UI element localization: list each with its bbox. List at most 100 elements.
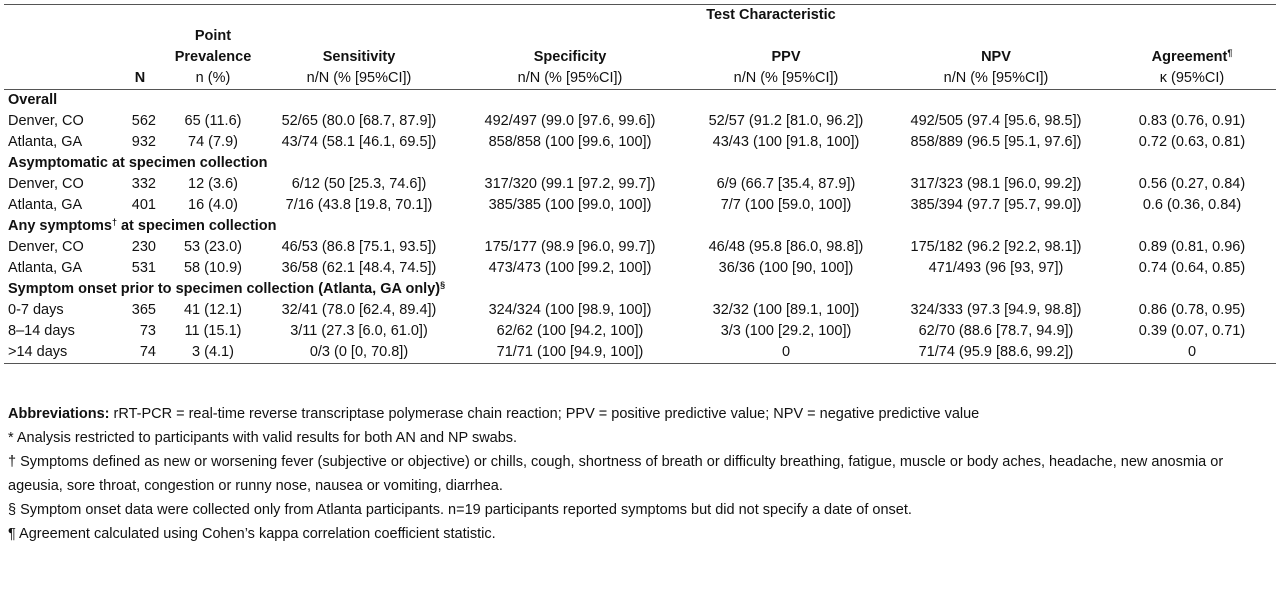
specificity-subheader: n/N (% [95%CI]) — [452, 68, 688, 90]
row-label: 0-7 days — [8, 302, 64, 318]
cell-sensitivity: 3/11 (27.3 [6.0, 61.0]) — [290, 323, 428, 339]
point-prevalence-header-line2: Prevalence — [174, 49, 252, 65]
cell-agreement: 0.56 (0.27, 0.84) — [1138, 176, 1246, 192]
specificity-header: Specificity — [533, 49, 607, 65]
header-row-1: Test Characteristic — [4, 5, 1276, 26]
agreement-subheader: κ (95%CI) — [1108, 68, 1276, 90]
group-label: Overall — [8, 92, 58, 108]
cell-ppv: 7/7 (100 [59.0, 100]) — [720, 197, 852, 213]
cell-prevalence: 58 (10.9) — [183, 260, 243, 276]
footnotes: Abbreviations: rRT-PCR = real-time rever… — [4, 402, 1268, 546]
cell-prevalence: 16 (4.0) — [188, 197, 238, 213]
cell-npv: 492/505 (97.4 [95.6, 98.5]) — [910, 113, 1082, 129]
cell-prevalence: 53 (23.0) — [183, 239, 243, 255]
cell-specificity: 385/385 (100 [99.0, 100]) — [488, 197, 652, 213]
cell-specificity: 492/497 (99.0 [97.6, 99.6]) — [484, 113, 656, 129]
top-rule — [4, 4, 1276, 5]
npv-header: NPV — [981, 49, 1011, 65]
cell-npv: 317/323 (98.1 [96.0, 99.2]) — [910, 176, 1082, 192]
cell-npv: 324/333 (97.3 [94.9, 98.8]) — [910, 302, 1082, 318]
cell-npv: 71/74 (95.9 [88.6, 99.2]) — [884, 342, 1108, 364]
footnote-pilcrow: ¶ Agreement calculated using Cohen’s kap… — [8, 526, 496, 542]
abbreviations-note: Abbreviations: rRT-PCR = real-time rever… — [8, 406, 980, 422]
cell-ppv: 46/48 (95.8 [86.0, 98.8]) — [708, 239, 864, 255]
cell-n: 365 — [131, 302, 156, 318]
cell-agreement: 0.6 (0.36, 0.84) — [1142, 197, 1242, 213]
row-label: Denver, CO — [8, 239, 84, 255]
cell-n: 73 — [139, 323, 156, 339]
agreement-header: Agreement¶ — [1151, 48, 1233, 66]
footnote-section: § Symptom onset data were collected only… — [8, 502, 912, 518]
table-row: 0-7 days 365 41 (12.1) 32/41 (78.0 [62.4, 8… — [4, 300, 1276, 321]
cell-npv: 385/394 (97.7 [95.7, 99.0]) — [910, 197, 1082, 213]
cell-npv: 62/70 (88.6 [78.7, 94.9]) — [918, 323, 1074, 339]
cell-agreement: 0.74 (0.64, 0.85) — [1138, 260, 1246, 276]
table-row: Atlanta, GA 401 16 (4.0) 7/16 (43.8 [19.8, … — [4, 195, 1276, 216]
group-label: Symptom onset prior to specimen collecti… — [8, 280, 446, 298]
cell-ppv: 43/43 (100 [91.8, 100]) — [712, 134, 860, 150]
cell-specificity: 473/473 (100 [99.2, 100]) — [488, 260, 652, 276]
row-label: Atlanta, GA — [8, 134, 83, 150]
table-row: >14 days 74 3 (4.1) 0/3 (0 [0, 70.8]) 71/71 … — [4, 342, 1276, 364]
header-row-2: Point — [4, 26, 1276, 47]
point-prevalence-subheader: n (%) — [160, 68, 266, 90]
cell-n: 401 — [131, 197, 156, 213]
test-characteristic-header: Test Characteristic — [706, 7, 836, 23]
sensitivity-header: Sensitivity — [322, 49, 396, 65]
footnote-dagger: † Symptoms defined as new or worsening f… — [8, 454, 1224, 494]
sensitivity-subheader: n/N (% [95%CI]) — [266, 68, 452, 90]
cell-n: 531 — [131, 260, 156, 276]
cell-specificity: 317/320 (99.1 [97.2, 99.7]) — [484, 176, 656, 192]
npv-subheader: n/N (% [95%CI]) — [884, 68, 1108, 90]
cell-n: 74 — [120, 342, 160, 364]
cell-agreement: 0.86 (0.78, 0.95) — [1138, 302, 1246, 318]
cell-sensitivity: 52/65 (80.0 [68.7, 87.9]) — [281, 113, 437, 129]
cell-sensitivity: 36/58 (62.1 [48.4, 74.5]) — [281, 260, 437, 276]
table-row: 8–14 days 73 11 (15.1) 3/11 (27.3 [6.0, 61.… — [4, 321, 1276, 342]
n-header: N — [120, 68, 160, 90]
cell-agreement: 0 — [1108, 342, 1276, 364]
table-row: Atlanta, GA 531 58 (10.9) 36/58 (62.1 [48.4… — [4, 258, 1276, 279]
group-symptom-onset: Symptom onset prior to specimen collecti… — [4, 279, 1276, 300]
cell-n: 230 — [131, 239, 156, 255]
cell-ppv: 6/9 (66.7 [35.4, 87.9]) — [716, 176, 856, 192]
results-table: Test Characteristic Point Prevalence Sen… — [4, 4, 1276, 364]
cell-n: 332 — [131, 176, 156, 192]
cell-sensitivity: 43/74 (58.1 [46.1, 69.5]) — [281, 134, 437, 150]
group-any-symptoms: Any symptoms† at specimen collection — [4, 216, 1276, 237]
cell-npv: 471/493 (96 [93, 97]) — [928, 260, 1064, 276]
cell-agreement: 0.72 (0.63, 0.81) — [1138, 134, 1246, 150]
cell-npv: 175/182 (96.2 [92.2, 98.1]) — [910, 239, 1082, 255]
cell-sensitivity: 6/12 (50 [25.3, 74.6]) — [291, 176, 427, 192]
cell-npv: 858/889 (96.5 [95.1, 97.6]) — [910, 134, 1082, 150]
cell-sensitivity: 0/3 (0 [0, 70.8]) — [266, 342, 452, 364]
cell-ppv: 3/3 (100 [29.2, 100]) — [720, 323, 852, 339]
cell-n: 932 — [131, 134, 156, 150]
cell-prevalence: 11 (15.1) — [184, 323, 242, 339]
row-label: Atlanta, GA — [8, 197, 83, 213]
header-row-3: Prevalence Sensitivity Specificity PPV N… — [4, 47, 1276, 68]
cell-prevalence: 41 (12.1) — [183, 302, 243, 318]
cell-prevalence: 12 (3.6) — [188, 176, 238, 192]
header-row-4: N n (%) n/N (% [95%CI]) n/N (% [95%CI]) … — [4, 68, 1276, 90]
cell-prevalence: 65 (11.6) — [184, 113, 242, 129]
results-table-container: Test Characteristic Point Prevalence Sen… — [4, 0, 1276, 546]
row-label: 8–14 days — [8, 323, 75, 339]
cell-agreement: 0.83 (0.76, 0.91) — [1138, 113, 1246, 129]
group-asymptomatic: Asymptomatic at specimen collection — [4, 153, 1276, 174]
cell-specificity: 175/177 (98.9 [96.0, 99.7]) — [484, 239, 656, 255]
ppv-header: PPV — [771, 49, 801, 65]
cell-specificity: 324/324 (100 [98.9, 100]) — [488, 302, 652, 318]
cell-ppv: 0 — [688, 342, 884, 364]
table-row: Denver, CO 562 65 (11.6) 52/65 (80.0 [68.7,… — [4, 111, 1276, 132]
cell-agreement: 0.89 (0.81, 0.96) — [1138, 239, 1246, 255]
ppv-subheader: n/N (% [95%CI]) — [688, 68, 884, 90]
group-label: Asymptomatic at specimen collection — [8, 155, 268, 171]
cell-ppv: 36/36 (100 [90, 100]) — [718, 260, 854, 276]
table-row: Atlanta, GA 932 74 (7.9) 43/74 (58.1 [46.1,… — [4, 132, 1276, 153]
cell-specificity: 62/62 (100 [94.2, 100]) — [496, 323, 644, 339]
cell-agreement: 0.39 (0.07, 0.71) — [1138, 323, 1246, 339]
row-label: Denver, CO — [8, 113, 84, 129]
table-row: Denver, CO 230 53 (23.0) 46/53 (86.8 [75.1,… — [4, 237, 1276, 258]
point-prevalence-header-line1: Point — [194, 28, 232, 44]
